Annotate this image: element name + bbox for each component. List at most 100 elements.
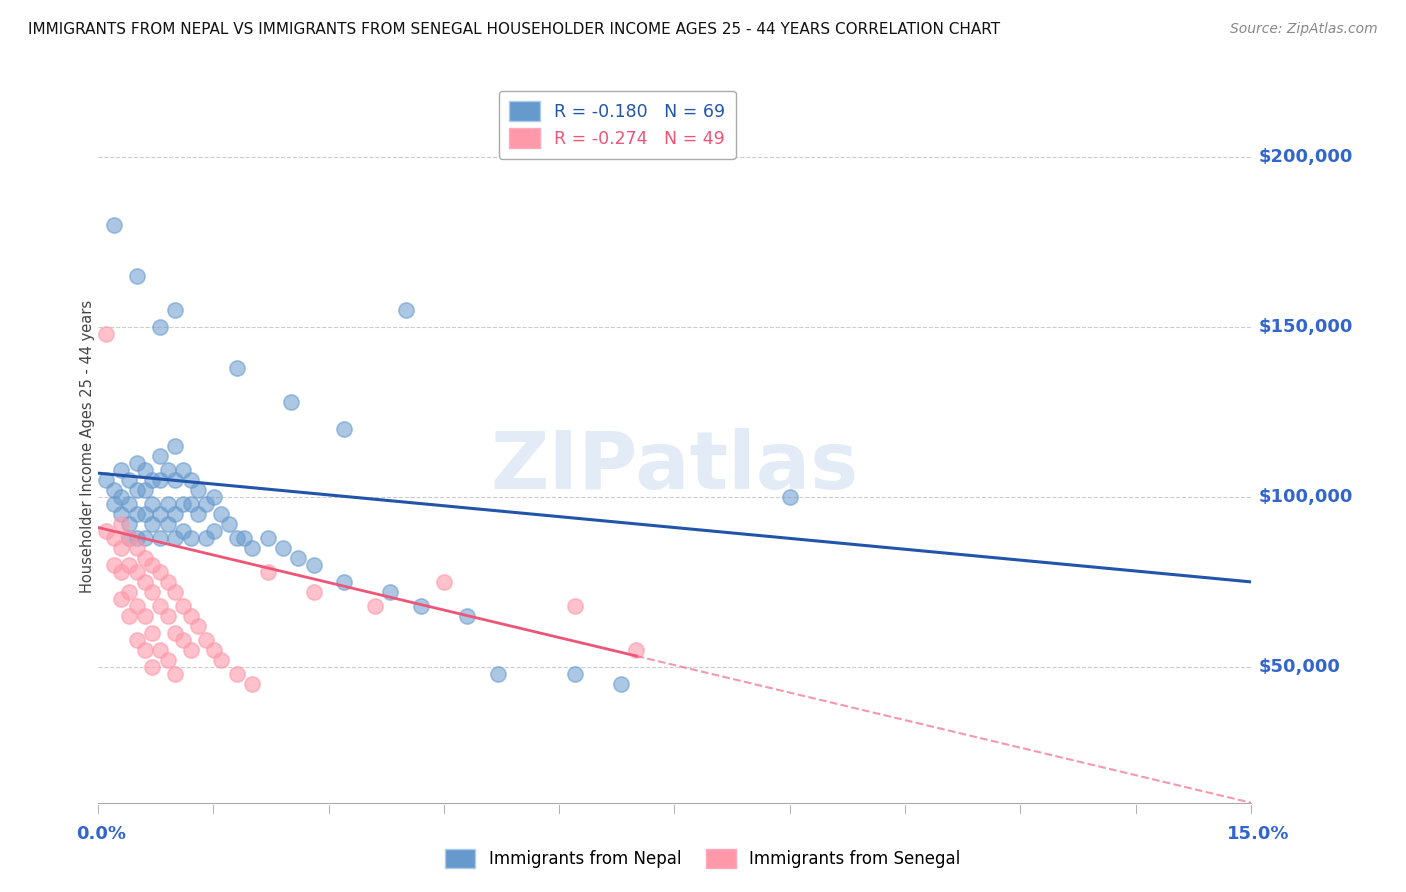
Point bbox=[125, 632, 148, 647]
Point bbox=[411, 599, 433, 613]
Point bbox=[118, 531, 141, 545]
Point bbox=[125, 599, 148, 613]
Point bbox=[110, 565, 132, 579]
Point bbox=[125, 269, 148, 284]
Point bbox=[149, 473, 172, 487]
Text: 0.0%: 0.0% bbox=[76, 825, 127, 843]
Point bbox=[134, 574, 156, 589]
Point bbox=[134, 483, 156, 498]
Point bbox=[225, 360, 247, 375]
Point bbox=[165, 585, 187, 599]
Point bbox=[156, 463, 179, 477]
Point bbox=[118, 585, 141, 599]
Point bbox=[110, 517, 132, 532]
Point bbox=[187, 619, 209, 633]
Point bbox=[395, 303, 418, 318]
Point bbox=[125, 483, 148, 498]
Point bbox=[141, 660, 163, 674]
Text: |: | bbox=[789, 805, 792, 814]
Point bbox=[364, 599, 387, 613]
Point bbox=[333, 574, 356, 589]
Point bbox=[149, 643, 172, 657]
Text: |: | bbox=[97, 805, 100, 814]
Text: |: | bbox=[1250, 805, 1253, 814]
Point bbox=[118, 497, 141, 511]
Point bbox=[626, 643, 648, 657]
Point bbox=[302, 558, 325, 572]
Point bbox=[610, 677, 633, 691]
Point bbox=[110, 541, 132, 555]
Point bbox=[103, 483, 125, 498]
Point bbox=[125, 456, 148, 470]
Point bbox=[149, 531, 172, 545]
Point bbox=[180, 608, 202, 623]
Text: 15.0%: 15.0% bbox=[1227, 825, 1289, 843]
Point bbox=[149, 449, 172, 463]
Point bbox=[125, 507, 148, 521]
Point bbox=[134, 551, 156, 566]
Point bbox=[156, 517, 179, 532]
Point bbox=[141, 558, 163, 572]
Point bbox=[233, 531, 256, 545]
Point bbox=[156, 574, 179, 589]
Point bbox=[156, 608, 179, 623]
Text: |: | bbox=[904, 805, 907, 814]
Point bbox=[165, 439, 187, 453]
Point bbox=[141, 585, 163, 599]
Point bbox=[302, 585, 325, 599]
Point bbox=[118, 517, 141, 532]
Point bbox=[110, 507, 132, 521]
Point bbox=[149, 320, 172, 334]
Point bbox=[564, 599, 586, 613]
Y-axis label: Householder Income Ages 25 - 44 years: Householder Income Ages 25 - 44 years bbox=[80, 300, 94, 592]
Point bbox=[110, 490, 132, 504]
Point bbox=[141, 473, 163, 487]
Point bbox=[110, 591, 132, 606]
Point bbox=[187, 483, 209, 498]
Text: |: | bbox=[1135, 805, 1137, 814]
Point bbox=[256, 565, 278, 579]
Point bbox=[134, 608, 156, 623]
Point bbox=[180, 497, 202, 511]
Point bbox=[180, 473, 202, 487]
Point bbox=[280, 394, 302, 409]
Point bbox=[209, 507, 232, 521]
Point bbox=[271, 541, 294, 555]
Text: Source: ZipAtlas.com: Source: ZipAtlas.com bbox=[1230, 22, 1378, 37]
Text: $150,000: $150,000 bbox=[1258, 318, 1353, 336]
Point bbox=[149, 507, 172, 521]
Point bbox=[202, 490, 225, 504]
Point bbox=[156, 653, 179, 667]
Point bbox=[195, 497, 218, 511]
Legend: Immigrants from Nepal, Immigrants from Senegal: Immigrants from Nepal, Immigrants from S… bbox=[439, 842, 967, 875]
Point bbox=[134, 643, 156, 657]
Text: $100,000: $100,000 bbox=[1258, 488, 1353, 506]
Point bbox=[202, 524, 225, 538]
Point bbox=[779, 490, 801, 504]
Point bbox=[172, 497, 194, 511]
Point bbox=[172, 524, 194, 538]
Point bbox=[456, 608, 478, 623]
Point bbox=[240, 541, 263, 555]
Point bbox=[240, 677, 263, 691]
Text: |: | bbox=[328, 805, 330, 814]
Point bbox=[149, 565, 172, 579]
Point bbox=[94, 524, 117, 538]
Point bbox=[165, 507, 187, 521]
Point bbox=[94, 326, 117, 341]
Point bbox=[149, 599, 172, 613]
Point bbox=[103, 218, 125, 232]
Point bbox=[118, 558, 141, 572]
Text: ZIPatlas: ZIPatlas bbox=[491, 428, 859, 507]
Point bbox=[118, 531, 141, 545]
Text: |: | bbox=[212, 805, 215, 814]
Point bbox=[103, 558, 125, 572]
Point bbox=[165, 666, 187, 681]
Point bbox=[125, 531, 148, 545]
Point bbox=[287, 551, 309, 566]
Point bbox=[125, 565, 148, 579]
Point bbox=[134, 531, 156, 545]
Point bbox=[225, 531, 247, 545]
Point bbox=[564, 666, 586, 681]
Text: |: | bbox=[558, 805, 561, 814]
